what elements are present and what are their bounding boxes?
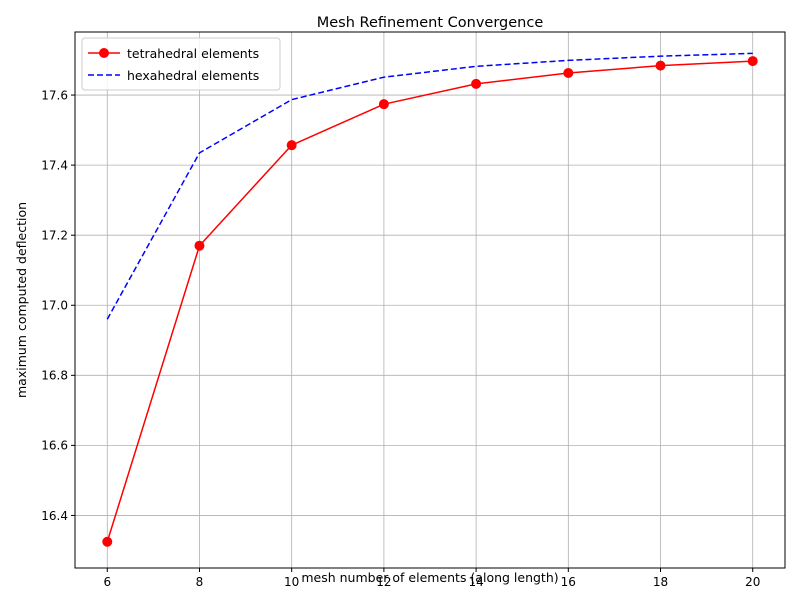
series-line-hexahedral [106, 52, 753, 320]
legend-label-hexahedral: hexahedral elements [127, 68, 259, 83]
y-tick-label: 17.2 [41, 228, 68, 242]
data-point-tetrahedral [194, 240, 205, 251]
x-tick-label: 8 [196, 575, 204, 589]
data-point-tetrahedral [378, 99, 389, 110]
data-point-tetrahedral [655, 60, 666, 71]
x-tick-label: 18 [653, 575, 668, 589]
legend-marker-tetrahedral [99, 48, 109, 58]
data-point-tetrahedral [747, 56, 758, 67]
data-point-tetrahedral [471, 78, 482, 89]
x-tick-label: 6 [103, 575, 111, 589]
series-line-tetrahedral [106, 60, 753, 542]
x-tick-label: 20 [745, 575, 760, 589]
grid-lines [75, 32, 785, 568]
data-point-tetrahedral [563, 67, 574, 78]
series-layer [102, 52, 758, 547]
y-axis-label: maximum computed deflection [14, 202, 29, 398]
x-axis-label: mesh number of elements (along length) [301, 570, 558, 585]
y-tick-label: 17.0 [41, 299, 68, 313]
x-tick-label: 10 [284, 575, 299, 589]
data-point-tetrahedral [286, 140, 297, 151]
data-point-tetrahedral [102, 536, 113, 547]
y-tick-label: 16.4 [41, 509, 68, 523]
y-tick-label: 16.8 [41, 369, 68, 383]
legend-box [81, 37, 281, 91]
y-tick-label: 17.4 [41, 158, 68, 172]
y-tick-label: 17.6 [41, 88, 68, 102]
y-tick-label: 16.6 [41, 439, 68, 453]
plot-frame [74, 31, 786, 569]
legend-label-tetrahedral: tetrahedral elements [127, 46, 259, 61]
x-tick-label: 16 [561, 575, 576, 589]
chart-title: Mesh Refinement Convergence [317, 15, 544, 31]
legend: tetrahedral elements hexahedral elements [81, 37, 281, 91]
x-tick-label: 14 [468, 575, 483, 589]
axis-ticks: 6 8 10 12 14 16 18 20 16.4 16.6 16.8 17.0 17.2 17.4 17… [41, 88, 760, 589]
x-tick-label: 12 [376, 575, 391, 589]
